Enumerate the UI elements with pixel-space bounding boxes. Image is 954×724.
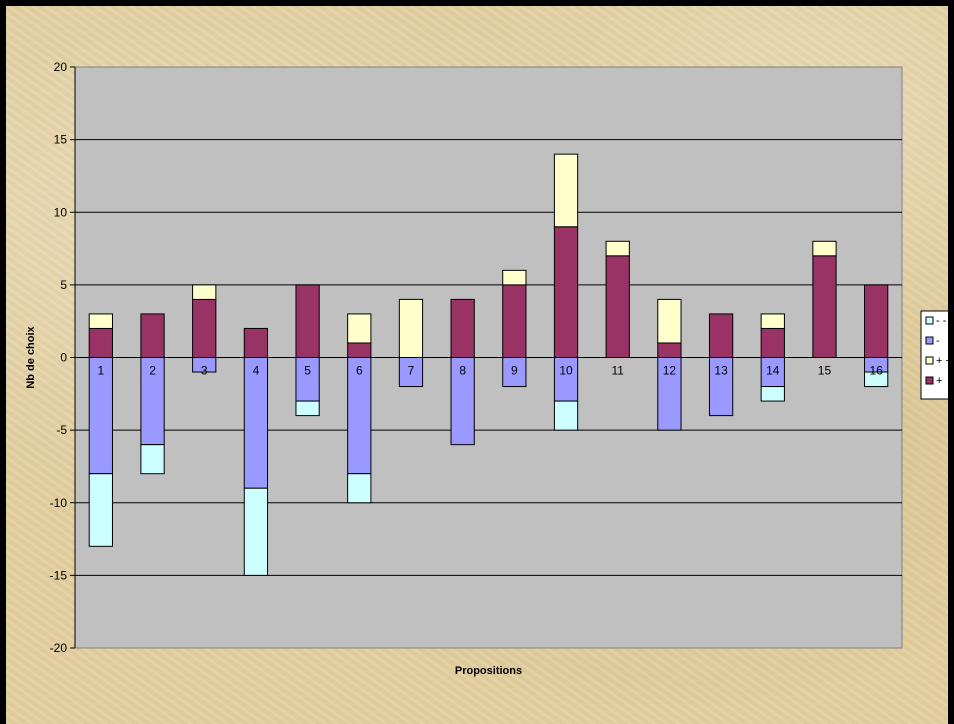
bar-segment [605,255,630,358]
y-tick-label: 5 [60,278,67,292]
bar-segment [812,255,837,358]
bar-segment [347,473,372,504]
chart-area: 20 15 10 5 0 -5 -10 -15 -20 1 2 3 4 5 6 7 8 9 10 11 12 13 14 1… [6,6,948,724]
bars [75,153,902,576]
category-label: 14 [766,364,780,378]
bar-segment [553,153,579,228]
y-tick-label: -20 [50,641,68,655]
bar-segment [502,269,527,286]
y-tick-label: 20 [54,60,68,74]
category-label: 15 [818,364,832,378]
bar-segment [605,240,630,257]
category-labels: 1 2 3 4 5 6 7 8 9 10 11 12 13 14 15 16 [98,364,884,378]
category-label: 6 [356,364,363,378]
bar-segment [140,313,165,358]
gridlines [75,139,902,576]
category-label: 8 [459,364,466,378]
bar-segment [398,298,424,358]
category-label: 11 [611,364,624,378]
bar-segment [243,487,269,576]
legend-swatch [925,316,934,325]
bar-segment [760,386,785,402]
bar-segment [553,226,579,358]
category-label: 12 [663,364,677,378]
bar-segment [760,313,785,329]
y-axis-ticks: 20 15 10 5 0 -5 -10 -15 -20 [50,60,76,655]
bar-segment [88,473,113,547]
category-label: 3 [201,364,208,378]
legend-swatch [925,376,934,385]
category-label: 2 [149,364,156,378]
legend-label: - - [936,315,947,327]
bar-segment [657,298,682,344]
bar-segment [140,444,165,475]
legend-swatch [925,356,934,365]
category-label: 9 [511,364,518,378]
category-label: 16 [869,364,883,378]
category-label: 5 [304,364,311,378]
category-label: 13 [714,364,728,378]
bar-segment [657,342,682,359]
bar-segment [760,327,785,359]
legend-label: + + [936,355,948,367]
y-tick-label: -15 [50,568,68,582]
bar-segment [295,400,320,417]
y-tick-label: -10 [50,496,68,510]
category-label: 7 [408,364,415,378]
bar-segment [295,284,320,358]
bar-segment [347,313,372,344]
bar-segment [450,298,475,358]
legend-label: - [936,335,940,347]
bar-segment [864,284,889,358]
y-tick-label: -5 [56,423,67,437]
bar-segment [192,298,217,358]
category-label: 4 [253,364,260,378]
legend-label: + [936,375,942,387]
legend: - - - + + + [920,310,948,400]
legend-swatch [925,336,934,345]
y-tick-label: 15 [54,133,68,147]
category-label: 1 [98,364,105,378]
bar-segment [553,400,579,431]
y-axis-title: Nb de choix [25,325,37,388]
bar-segment [88,327,113,359]
bar-segment [708,313,734,358]
bar-segment [502,284,527,358]
category-label: 10 [559,364,573,378]
bar-segment [864,371,889,388]
bar-segment [243,327,269,359]
bar-segment [192,284,217,300]
bar-segment [88,313,113,329]
bar-segment [812,240,837,257]
x-axis-title: Propositions [455,665,522,677]
y-tick-label: 10 [54,205,68,219]
y-tick-label: 0 [60,351,67,365]
bar-segment [347,342,372,359]
